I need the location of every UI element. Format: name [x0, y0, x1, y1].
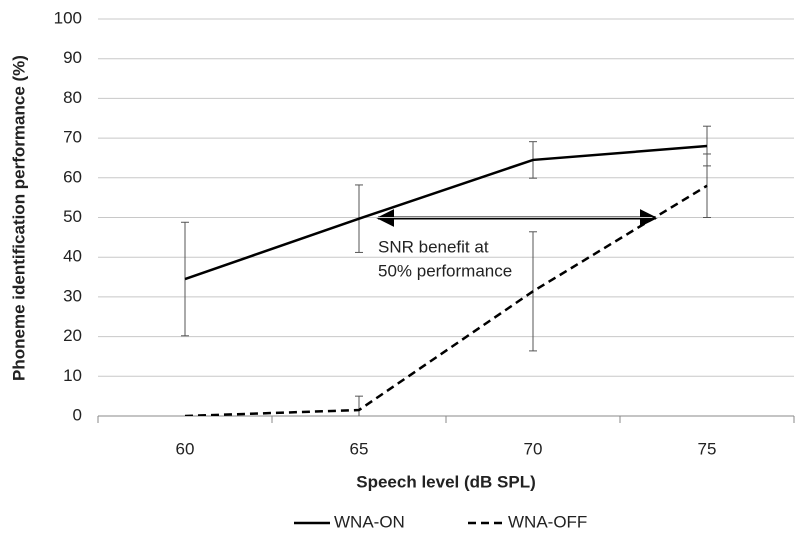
x-tick-label: 70	[524, 439, 543, 458]
error-bar	[703, 153, 711, 218]
y-tick-label: 90	[63, 48, 82, 67]
y-tick-label: 60	[63, 167, 82, 186]
y-tick-label: 80	[63, 88, 82, 107]
x-tick-label: 60	[176, 439, 195, 458]
legend-label: WNA-OFF	[508, 512, 587, 531]
annotation: 50% performance	[378, 261, 512, 280]
y-tick-label: 100	[54, 8, 82, 27]
y-tick-label: 20	[63, 326, 82, 345]
plot-area	[181, 125, 711, 416]
x-tick-label: 75	[698, 439, 717, 458]
x-tick-label: 65	[350, 439, 369, 458]
annotation: SNR benefit at	[378, 237, 489, 256]
y-tick-label: 30	[63, 286, 82, 305]
y-tick-label: 70	[63, 128, 82, 147]
legend-label: WNA-ON	[334, 512, 405, 531]
series-line	[184, 144, 708, 281]
y-tick-label: 40	[63, 247, 82, 266]
y-tick-label: 0	[73, 405, 82, 424]
x-axis-title: Speech level (dB SPL)	[356, 472, 536, 491]
series-line	[184, 184, 708, 416]
y-tick-label: 10	[63, 366, 82, 385]
y-axis-title: Phoneme identification performance (%)	[9, 55, 28, 381]
y-tick-label: 50	[63, 207, 82, 226]
